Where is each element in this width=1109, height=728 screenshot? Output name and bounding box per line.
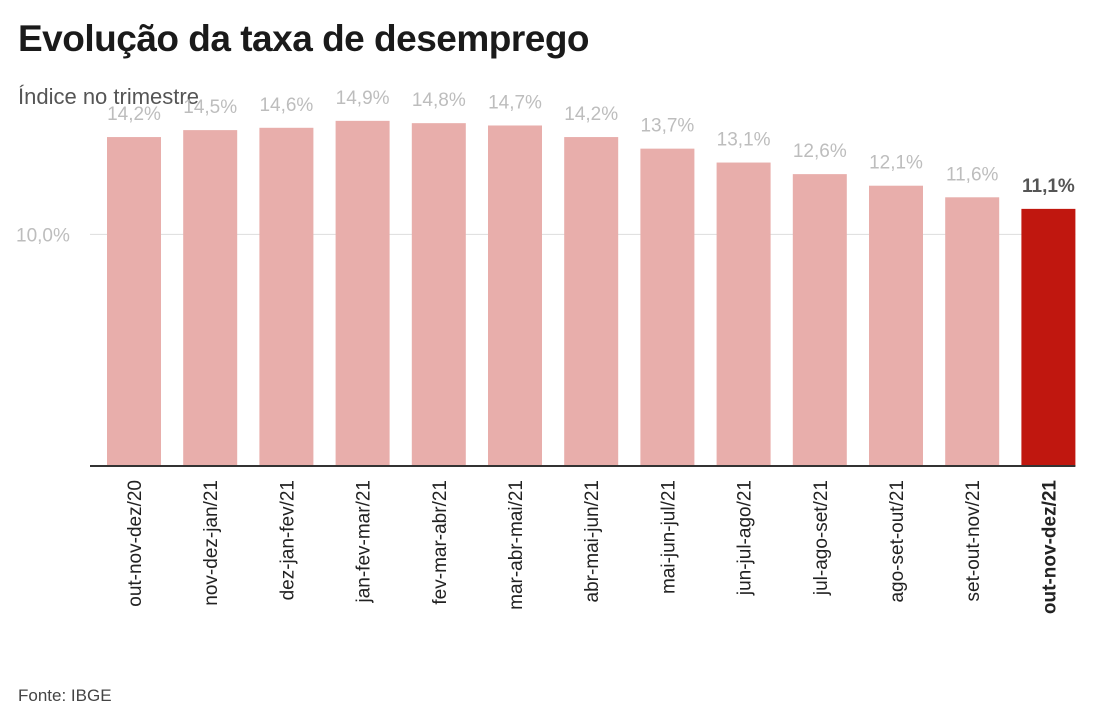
value-label: 12,6%	[793, 141, 847, 162]
value-label: 12,1%	[869, 153, 923, 174]
bar	[1021, 208, 1076, 466]
bar	[640, 148, 695, 466]
chart-title: Evolução da taxa de desemprego	[18, 18, 590, 59]
x-tick-label: dez-jan-fev/21	[277, 480, 298, 600]
x-tick-label: abr-mai-jun/21	[582, 480, 603, 603]
y-tick-label: 10,0%	[16, 225, 70, 246]
bar	[488, 125, 542, 466]
x-tick-label: jun-jul-ago/21	[735, 480, 756, 596]
value-label: 14,6%	[259, 95, 313, 116]
value-label: 14,7%	[488, 92, 542, 113]
bar	[411, 123, 466, 467]
bar	[792, 174, 847, 466]
x-tick-label: jan-fev-mar/21	[354, 480, 375, 604]
chart-subtitle: Índice no trimestre	[18, 84, 199, 109]
bar	[335, 120, 390, 467]
x-tick-label: set-out-nov/21	[963, 480, 984, 601]
bar	[716, 162, 771, 466]
value-label: 14,2%	[107, 104, 161, 125]
x-tick-label: mai-jun-jul/21	[658, 480, 679, 594]
bar	[107, 137, 161, 466]
x-tick-label: mar-abr-mai/21	[506, 480, 527, 610]
x-tick-label: jul-ago-set/21	[811, 480, 832, 596]
value-label: 14,5%	[183, 97, 237, 118]
x-tick-label: nov-dez-jan/21	[201, 480, 222, 606]
value-label: 14,2%	[564, 104, 618, 125]
source-note: Fonte: IBGE	[18, 686, 112, 705]
x-tick-label: ago-set-out/21	[887, 480, 908, 603]
x-tick-label: out-nov-dez/20	[125, 480, 146, 607]
bar	[564, 137, 619, 466]
bar	[259, 127, 314, 466]
bar	[945, 197, 1000, 466]
value-label: 14,8%	[412, 90, 466, 111]
x-tick-label: fev-mar-abr/21	[430, 480, 451, 605]
bar	[183, 130, 238, 466]
x-tick-label: out-nov-dez/21	[1039, 480, 1060, 614]
value-label: 13,1%	[717, 130, 771, 151]
value-label: 11,1%	[1022, 176, 1075, 197]
value-label: 14,9%	[336, 88, 390, 109]
bar	[869, 185, 923, 466]
value-label: 11,6%	[946, 164, 999, 185]
value-label: 13,7%	[640, 116, 694, 137]
